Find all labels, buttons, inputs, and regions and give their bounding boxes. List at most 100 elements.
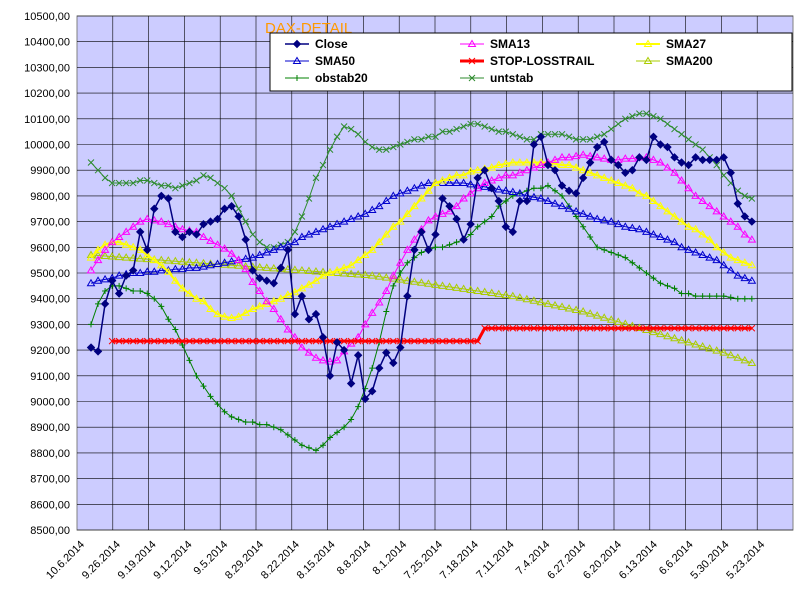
data-point (199, 296, 208, 305)
data-point (214, 179, 221, 187)
data-point (720, 171, 728, 179)
data-point (346, 379, 356, 388)
data-point (727, 294, 734, 301)
data-point (550, 199, 560, 207)
data-point (501, 222, 510, 231)
data-point (305, 444, 312, 451)
data-point (726, 217, 736, 225)
data-point (383, 308, 390, 315)
data-point (740, 229, 750, 238)
data-point (270, 337, 278, 345)
y-tick-label: 9200,00 (30, 345, 70, 357)
data-point (466, 166, 476, 175)
data-point (656, 329, 665, 338)
data-point (249, 231, 257, 238)
data-point (705, 253, 715, 261)
data-point (474, 337, 482, 345)
data-point (193, 337, 200, 345)
data-point (369, 365, 376, 372)
data-point (193, 177, 200, 184)
data-point (319, 161, 327, 169)
y-tick-label: 8500,00 (30, 525, 70, 537)
data-point (206, 260, 215, 269)
data-point (663, 163, 672, 171)
y-tick-label: 8800,00 (30, 448, 70, 460)
data-point (685, 290, 692, 297)
data-point (395, 275, 405, 283)
data-point (150, 179, 158, 187)
data-point (564, 204, 574, 212)
data-point (572, 136, 580, 143)
data-point (452, 178, 461, 187)
data-point (657, 324, 664, 332)
data-point (466, 285, 476, 293)
data-point (206, 236, 215, 244)
data-point (142, 267, 152, 275)
data-point (368, 143, 376, 151)
data-point (552, 187, 558, 194)
data-point (227, 256, 236, 265)
data-point (481, 123, 489, 130)
data-point (249, 419, 256, 426)
legend-entry: STOP-LOSSTRAIL (460, 54, 594, 68)
data-point (741, 295, 748, 302)
data-point (339, 217, 349, 225)
data-point (713, 161, 721, 169)
data-point (305, 195, 313, 202)
legend-entry: SMA200 (636, 54, 713, 68)
data-point (228, 413, 235, 420)
data-point (417, 181, 426, 189)
data-point (93, 255, 103, 264)
y-axis-ticks: 8500,00 8600,00 8700,00 8800,00 8900,00 9000,… (24, 11, 70, 537)
data-point (360, 270, 370, 279)
data-point (699, 146, 706, 153)
data-point (220, 312, 229, 320)
data-point (620, 222, 630, 230)
data-point (186, 337, 193, 345)
data-point (494, 289, 504, 298)
data-point (726, 168, 735, 177)
data-point (741, 324, 749, 332)
data-point (128, 222, 138, 230)
data-point (374, 201, 384, 210)
y-tick-label: 9400,00 (30, 294, 70, 306)
data-point (115, 337, 123, 345)
data-point (276, 263, 286, 273)
data-point (367, 205, 377, 214)
data-point (354, 337, 362, 345)
data-point (578, 209, 588, 217)
data-point (445, 178, 454, 187)
legend-entry: untstab (460, 71, 533, 85)
data-point (242, 218, 250, 225)
data-point (586, 324, 594, 332)
data-point (235, 416, 242, 423)
data-point (467, 120, 474, 128)
data-point (248, 266, 257, 275)
data-point (607, 125, 615, 133)
data-point (221, 337, 228, 345)
data-point (360, 319, 370, 328)
data-point (678, 290, 685, 297)
data-point (613, 219, 623, 228)
data-point (432, 244, 439, 251)
data-point (93, 347, 103, 356)
data-point (712, 155, 721, 165)
series-sma50 (86, 178, 757, 287)
data-point (262, 276, 271, 285)
data-point (402, 186, 412, 194)
data-point (620, 154, 630, 162)
data-point (186, 357, 193, 364)
data-point (355, 403, 362, 410)
data-point (396, 141, 404, 148)
data-point (671, 285, 678, 292)
data-point (747, 358, 757, 366)
data-point (501, 170, 511, 179)
data-point (123, 285, 130, 292)
y-tick-label: 8600,00 (30, 499, 70, 511)
data-point (509, 130, 517, 138)
data-point (241, 235, 250, 244)
data-point (445, 282, 454, 290)
data-point (684, 222, 693, 230)
data-point (656, 157, 665, 166)
data-point (326, 146, 334, 153)
